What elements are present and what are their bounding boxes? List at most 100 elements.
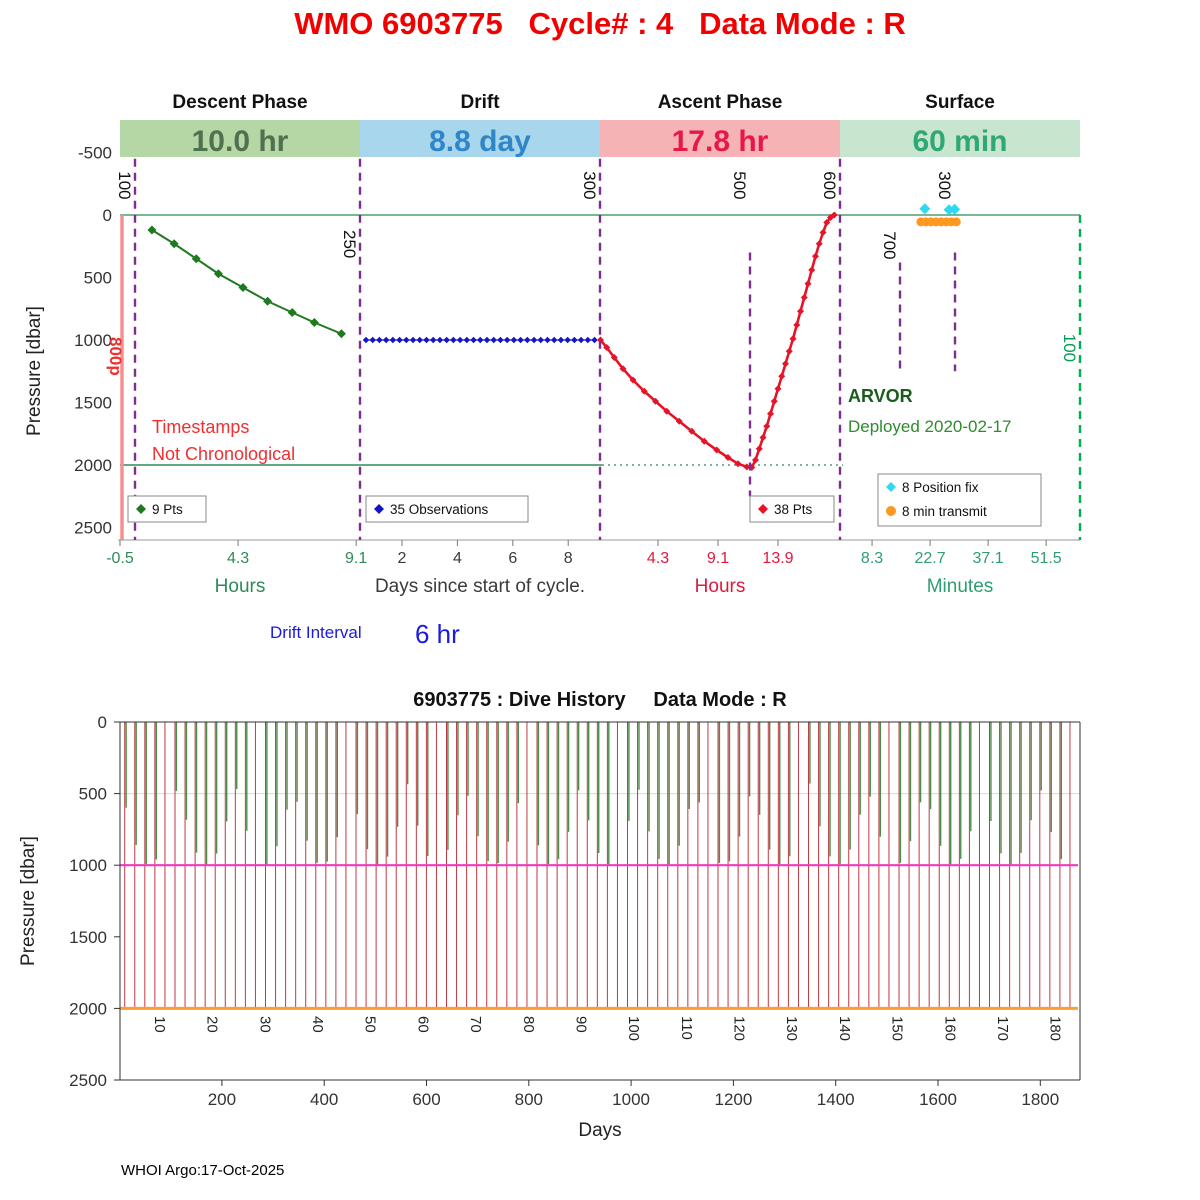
series-marker [823,219,831,226]
series-marker [629,376,637,384]
x-tick-label: 1400 [817,1090,855,1109]
x-tick-label: 13.9 [762,550,793,567]
series-marker [949,203,961,215]
cycle-number-label: 130 [783,1016,800,1041]
series-marker [785,347,793,355]
phase-title-descent: Descent Phase [172,92,307,113]
x-tick-label: 200 [208,1090,236,1109]
x-tick-label: 600 [412,1090,440,1109]
legend-box [365,495,529,523]
cycle-number-label: 90 [572,1016,589,1033]
series-marker [797,307,804,315]
x-tick-label: 4 [453,550,462,567]
legend-label: 35 Observations [390,502,489,517]
phase-band [600,120,840,157]
y-tick-label: 1000 [69,856,107,875]
series-marker [819,229,827,236]
duration-descent: 10.0 hr [192,125,289,158]
legend-marker [136,504,146,514]
legend-box [877,473,1042,527]
series-marker [524,336,531,344]
series-marker [416,336,423,344]
series-marker [396,336,403,344]
series-marker [456,336,464,344]
timestamps-note-line1: Timestamps [152,417,249,437]
cycle-number-label: 110 [678,1016,695,1040]
series-marker [743,463,751,471]
y-tick-label: 1500 [74,394,112,413]
series-marker [382,336,390,344]
deployed-date-label: Deployed 2020-02-17 [848,417,1012,436]
x-tick-label: 1000 [612,1090,650,1109]
cycle-number-label: 50 [362,1016,379,1033]
x-tick-label: 4.3 [647,550,669,567]
event-marker-label: 300 [580,171,599,199]
x-tick-label: 1600 [919,1090,957,1109]
axis-unit-ascent: Hours [695,576,746,597]
x-tick-label: 9.1 [345,550,367,567]
series-marker [782,360,789,368]
cycle-number-label: 180 [1047,1016,1064,1041]
event-marker-label: 100 [115,171,134,199]
cycle-number-label: 120 [731,1016,748,1041]
series-marker [490,336,497,344]
phase-title-ascent: Ascent Phase [658,92,783,113]
float-model-label: ARVOR [848,386,913,406]
series-marker [450,336,457,344]
series-marker [675,417,683,425]
series-marker [436,336,444,344]
series-line [599,213,835,469]
series-marker [147,225,157,235]
series-marker [815,240,823,248]
series-marker [287,308,297,317]
series-marker [389,336,397,344]
cycle-phase-chart: -0.5 4.3 9.1 2 4 6 8 4.3 9.1 13.9 8.3 22.7 37.1 51.5 -… [24,92,1082,649]
y-tick-label: 2000 [69,999,107,1018]
series-marker [663,407,671,415]
bottom-y-axis-label: Pressure [dbar] [18,836,39,966]
x-tick-label: 6 [508,550,517,567]
series-marker [619,365,627,373]
series-marker [443,336,450,344]
drift-interval-value: 6 hr [415,619,460,649]
series-marker [584,336,591,344]
cycle-number-label: 150 [889,1016,906,1041]
series-marker [336,329,346,339]
series-marker [789,335,797,343]
phase-band [840,120,1080,157]
axis-unit-surface: Minutes [927,576,994,597]
y-tick-label: -500 [78,144,112,163]
x-tick-label: 1800 [1021,1090,1059,1109]
series-marker [530,336,538,344]
series-marker [734,460,742,468]
series-marker [700,437,708,445]
series-marker [755,445,763,453]
event-marker-label: 300 [935,171,954,199]
series-marker [759,434,767,441]
cycle-number-label: 10 [151,1016,168,1033]
series-marker [263,296,273,306]
event-marker-label: 500 [730,171,749,199]
legend-marker [374,504,384,514]
series-marker [770,397,778,405]
series-marker [423,336,430,344]
x-tick-label: 2 [398,550,407,567]
phase-band [120,120,360,157]
series-marker [763,422,771,430]
event-marker-label: 100 [1060,334,1079,362]
axis-unit-drift: Days since start of cycle. [375,576,585,597]
series-marker [793,321,801,329]
y-tick-label: 0 [103,206,112,225]
series-marker [510,336,518,344]
top-chart-overlay-layer: 100 250 300 500 600 700 300 100 9 Pts 35 Observat… [115,158,1082,540]
series-marker [169,239,179,249]
series-marker [812,252,819,260]
left-pressure-tag: 800p [106,337,125,376]
series-marker [724,454,732,461]
y-tick-label: 0 [98,713,107,732]
timestamps-note-line2: Not Chronological [152,444,295,464]
dive-history-title: 6903775 : Dive History Data Mode : R [413,689,787,711]
series-marker [503,336,511,344]
y-tick-label: 500 [84,269,112,288]
series-marker [409,336,417,344]
